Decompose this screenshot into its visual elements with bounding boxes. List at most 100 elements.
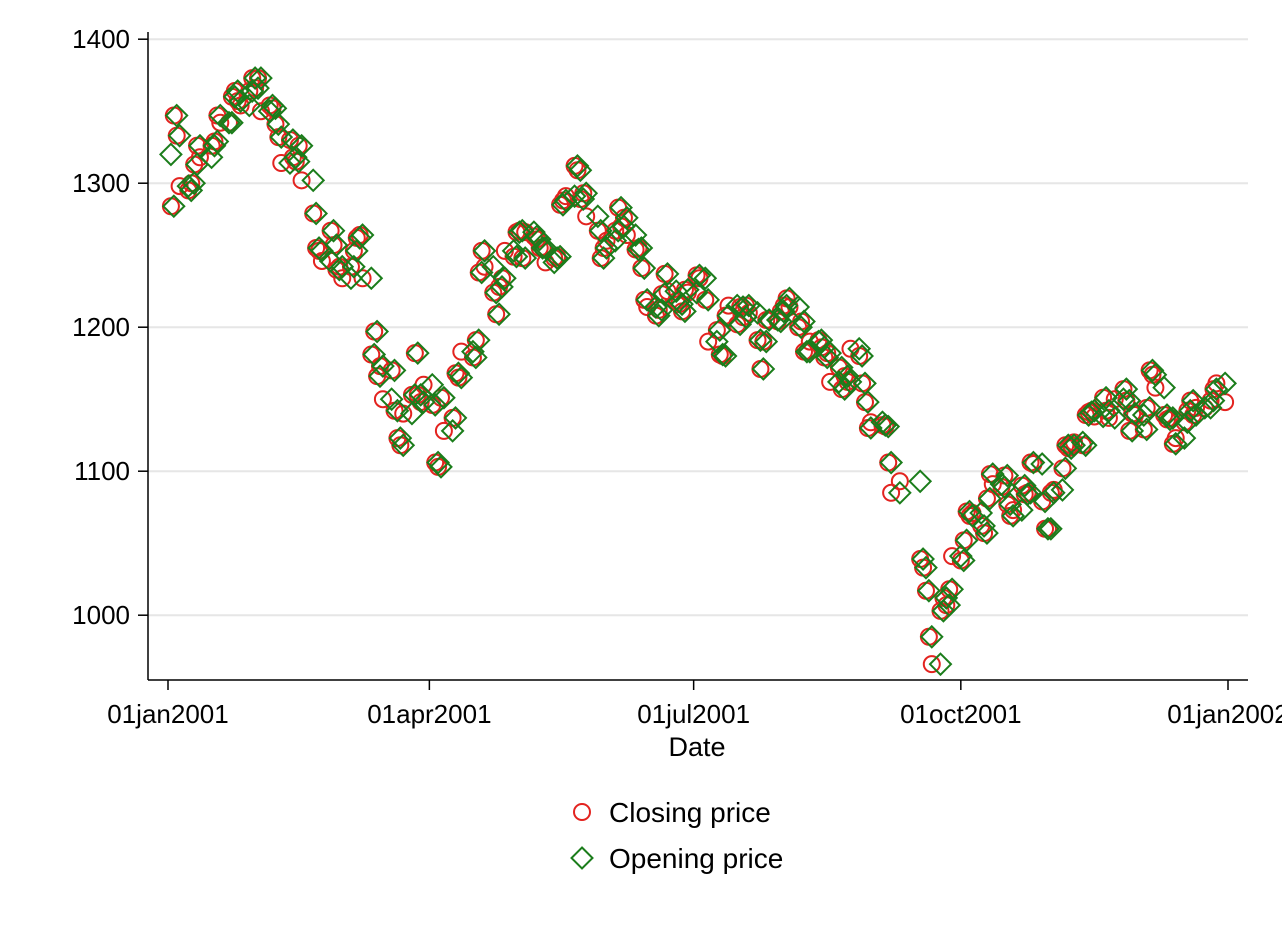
opening-price-point (879, 450, 904, 475)
opening-price-point (350, 223, 375, 247)
opening-price-point (751, 357, 776, 381)
closing-price-point (922, 655, 941, 674)
opening-price-point (388, 426, 413, 450)
legend[interactable]: Closing price Opening price (570, 797, 784, 874)
closing-price-point (161, 197, 180, 216)
opening-price-point (713, 344, 738, 368)
opening-price-point (1021, 450, 1046, 475)
opening-price-point (765, 308, 790, 332)
opening-price-point (199, 145, 224, 170)
opening-price-point (876, 414, 901, 439)
opening-price-point (222, 84, 247, 109)
opening-price-point (179, 178, 204, 203)
legend-label: Opening price (609, 843, 783, 874)
closing-price-point (211, 113, 230, 132)
opening-price-point (429, 454, 453, 479)
opening-price-point (710, 342, 735, 367)
opening-price-point (585, 204, 610, 229)
opening-price-point (911, 547, 935, 571)
opening-price-point (545, 246, 570, 270)
opening-price-point (385, 398, 410, 423)
opening-price-point (951, 548, 976, 573)
opening-price-point (855, 390, 880, 414)
opening-price-point (652, 282, 677, 306)
opening-price-point (472, 238, 497, 263)
y-tick-label: 1000 (72, 600, 130, 630)
opening-price-point (527, 227, 552, 252)
opening-price-point (908, 469, 933, 494)
closing-price-point (405, 344, 424, 363)
opening-price-point (487, 302, 511, 327)
opening-price-point (249, 66, 273, 90)
opening-price-point (745, 300, 770, 325)
opening-price-point (339, 266, 363, 291)
opening-price-point (1155, 403, 1179, 427)
y-tick-label: 1300 (72, 168, 130, 198)
opening-price-point (1038, 516, 1063, 541)
opening-price-point (1041, 480, 1066, 505)
closing-price-point (1166, 429, 1185, 448)
closing-price-point (321, 221, 340, 240)
closing-price-point (394, 404, 413, 423)
opening-price-point (423, 393, 448, 417)
opening-price-point (359, 266, 384, 291)
closing-price-point (312, 251, 331, 270)
closing-price-point (911, 550, 930, 569)
opening-price-point (492, 266, 517, 291)
opening-price-point (1172, 426, 1197, 450)
opening-price-point (716, 303, 741, 328)
closing-price-point (882, 483, 901, 502)
opening-price-point (504, 244, 529, 269)
legend-diamond-icon (570, 846, 594, 870)
closing-price-point (365, 322, 384, 341)
closing-price-point (362, 345, 381, 364)
opening-price-point (304, 201, 329, 226)
opening-price-point (928, 652, 953, 677)
opening-price-point (469, 260, 494, 285)
opening-price-point (1033, 489, 1057, 514)
axes (147, 32, 1248, 681)
opening-price-point (1001, 503, 1026, 528)
opening-price-point (1175, 410, 1200, 435)
opening-price-point (400, 401, 424, 426)
opening-price-point (278, 151, 302, 175)
opening-price-point (835, 364, 860, 389)
opening-price-point (1102, 406, 1127, 430)
opening-price-point (565, 154, 590, 178)
opening-price-point (1158, 407, 1182, 432)
opening-price-point (1073, 433, 1098, 458)
opening-price-point (664, 279, 689, 304)
closing-price-point (1099, 408, 1118, 427)
opening-price-point (263, 96, 288, 121)
opening-price-point (1163, 431, 1188, 456)
closing-price-point (1207, 374, 1226, 393)
opening-price-point (443, 406, 468, 430)
opening-price-point (1213, 371, 1238, 396)
opening-price-point (1018, 480, 1043, 505)
opening-price-point (887, 480, 912, 505)
opening-price-point (289, 133, 314, 158)
opening-price-point (614, 205, 639, 230)
closing-price-point (292, 171, 311, 190)
series-closing-price (161, 69, 1235, 674)
closing-price-point (333, 269, 352, 288)
opening-price-point (1204, 377, 1229, 402)
opening-price-point (466, 328, 491, 353)
opening-price-point (1181, 388, 1206, 413)
opening-price-point (382, 358, 407, 383)
closing-price-point (855, 393, 874, 412)
y-tick-label: 1100 (74, 456, 130, 486)
closing-price-point (304, 204, 323, 223)
opening-price-point (707, 318, 732, 342)
opening-price-point (481, 254, 506, 279)
x-tick-label: 01jan2002 (1167, 699, 1282, 729)
opening-price-point (513, 246, 538, 270)
opening-price-point (655, 262, 680, 286)
opening-price-point (934, 586, 959, 610)
opening-price-point (646, 303, 671, 328)
closing-price-point (487, 305, 506, 324)
closing-price-point (434, 421, 453, 440)
closing-price-point (1073, 436, 1092, 455)
opening-price-point (937, 593, 962, 618)
